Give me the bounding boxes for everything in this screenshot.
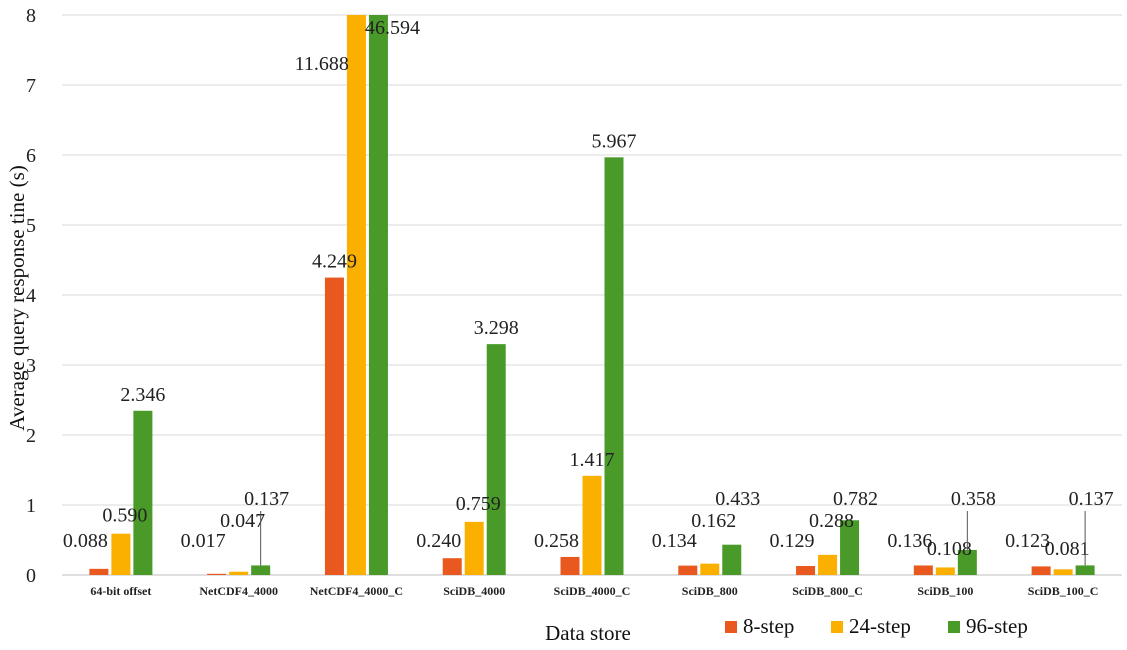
data-label: 0.782 — [833, 488, 878, 510]
data-label: 1.417 — [570, 449, 615, 471]
bar-8-step-SciDB_100_C — [1032, 566, 1051, 575]
bar-96-step-64-bit offset — [133, 411, 152, 575]
bar-24-step-64-bit offset — [111, 534, 130, 575]
x-tick-label: SciDB_4000_C — [554, 584, 631, 598]
x-tick-label: 64-bit offset — [90, 584, 151, 598]
y-tick-label: 0 — [26, 565, 36, 587]
data-label: 0.047 — [220, 510, 265, 532]
bar-8-step-NetCDF4_4000_C — [325, 278, 344, 575]
x-tick-label: SciDB_800 — [682, 584, 738, 598]
data-label: 0.017 — [181, 530, 226, 552]
legend-swatch — [831, 621, 843, 633]
x-tick-label: SciDB_4000 — [443, 584, 505, 598]
data-label: 0.288 — [809, 510, 854, 532]
data-label: 0.134 — [652, 530, 697, 552]
x-tick-label: SciDB_100_C — [1028, 584, 1099, 598]
data-label: 4.249 — [312, 251, 357, 273]
legend: 8-step 24-step 96-step — [725, 614, 1028, 638]
data-label: 0.081 — [1045, 538, 1090, 560]
bar-8-step-NetCDF4_4000 — [207, 574, 226, 575]
legend-swatch — [948, 621, 960, 633]
y-tick-label: 7 — [26, 75, 36, 97]
x-axis-ticks: 64-bit offset NetCDF4_4000 NetCDF4_4000_C S… — [90, 584, 1098, 598]
legend-label: 96-step — [966, 614, 1028, 638]
bar-96-step-SciDB_4000_C — [605, 157, 624, 575]
data-label: 0.590 — [102, 505, 147, 527]
bar-8-step-SciDB_4000 — [443, 558, 462, 575]
x-tick-label: NetCDF4_4000_C — [310, 584, 403, 598]
data-label: 0.137 — [1069, 488, 1114, 510]
bar-8-step-SciDB_800_C — [796, 566, 815, 575]
data-label: 0.240 — [416, 530, 461, 552]
y-axis-title: Average query response tine (s) — [5, 165, 29, 431]
y-tick-label: 6 — [26, 145, 36, 167]
x-axis-title: Data store — [545, 621, 631, 645]
data-label: 0.162 — [691, 510, 736, 532]
data-label: 2.346 — [120, 384, 165, 406]
y-tick-label: 1 — [26, 495, 36, 517]
data-label: 0.129 — [770, 530, 815, 552]
bar-8-step-SciDB_100 — [914, 565, 933, 575]
bar-96-step-SciDB_100_C — [1076, 565, 1095, 575]
bar-8-step-64-bit offset — [89, 569, 108, 575]
data-label: 46.594 — [365, 17, 420, 39]
data-label: 11.688 — [295, 53, 349, 75]
bar-96-step-NetCDF4_4000_C — [369, 15, 388, 575]
bar-24-step-NetCDF4_4000_C — [347, 15, 366, 575]
data-label: 5.967 — [592, 130, 637, 152]
y-tick-label: 8 — [26, 5, 36, 27]
bar-24-step-NetCDF4_4000 — [229, 572, 248, 575]
x-tick-label: SciDB_100 — [917, 584, 973, 598]
legend-label: 8-step — [743, 614, 794, 638]
data-label: 0.258 — [534, 530, 579, 552]
bar-8-step-SciDB_800 — [678, 566, 697, 575]
bar-24-step-SciDB_4000_C — [583, 476, 602, 575]
data-label: 0.137 — [244, 488, 289, 510]
bar-96-step-NetCDF4_4000 — [251, 565, 270, 575]
bar-24-step-SciDB_100_C — [1054, 569, 1073, 575]
bar-24-step-SciDB_100 — [936, 567, 955, 575]
data-label: 0.433 — [715, 488, 760, 510]
data-label: 0.759 — [456, 493, 501, 515]
data-label: 0.108 — [927, 538, 972, 560]
legend-swatch — [725, 621, 737, 633]
data-label: 0.358 — [951, 488, 996, 510]
x-tick-label: SciDB_800_C — [792, 584, 863, 598]
legend-label: 24-step — [849, 614, 911, 638]
bar-8-step-SciDB_4000_C — [561, 557, 580, 575]
data-label: 3.298 — [474, 317, 519, 339]
bar-96-step-SciDB_800 — [722, 545, 741, 575]
data-label: 0.088 — [63, 530, 108, 552]
data-label: 0.136 — [887, 530, 932, 552]
bar-24-step-SciDB_800 — [700, 564, 719, 575]
bar-96-step-SciDB_4000 — [487, 344, 506, 575]
x-tick-label: NetCDF4_4000 — [199, 584, 278, 598]
bar-24-step-SciDB_800_C — [818, 555, 837, 575]
bar-24-step-SciDB_4000 — [465, 522, 484, 575]
data-label: 0.123 — [1005, 530, 1050, 552]
